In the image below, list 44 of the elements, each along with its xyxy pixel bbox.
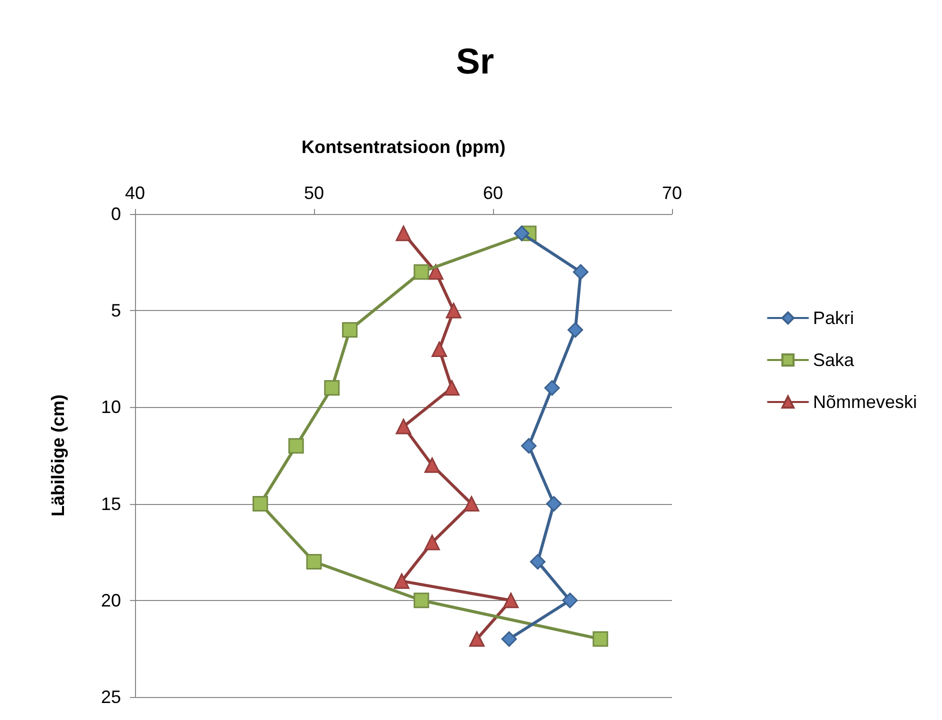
point [414,592,430,608]
point [521,438,537,454]
point [592,631,608,647]
point [446,302,462,318]
point [306,554,322,570]
y-tick-label: 0 [110,204,121,224]
legend-label: Saka [812,350,855,370]
y-tick-label: 10 [100,397,121,418]
point [324,380,340,396]
point [432,341,448,357]
point [568,322,584,338]
point [501,631,517,647]
point [530,554,546,570]
y-tick-label: 25 [100,687,121,707]
point [572,264,588,280]
x-tick-label: 60 [482,183,504,203]
point [396,418,412,434]
point [503,592,519,608]
point [342,322,358,338]
point [396,226,412,242]
point [252,496,268,512]
point [424,457,440,473]
point [394,573,410,589]
x-tick-label: 50 [304,183,324,203]
point [424,534,440,550]
y-tick-label: 5 [110,300,121,321]
point [444,380,460,396]
point [414,264,430,280]
point [562,592,578,608]
x-axis-title: Kontsentratsioon (ppm) [302,137,506,157]
point [469,631,485,647]
x-tick-label: 40 [124,183,146,203]
x-tick-label: 70 [662,183,682,203]
point [464,496,480,512]
y-axis-title: Läbilõige (cm) [48,394,68,517]
point [546,496,562,512]
point [288,438,304,454]
legend-label: Nõmmeveski [812,392,918,412]
point [514,226,530,242]
legend-label: Pakri [812,308,854,328]
point [544,380,560,396]
chart-title: Sr [456,40,494,82]
y-tick-label: 20 [100,590,121,610]
y-tick-label: 15 [100,494,121,514]
